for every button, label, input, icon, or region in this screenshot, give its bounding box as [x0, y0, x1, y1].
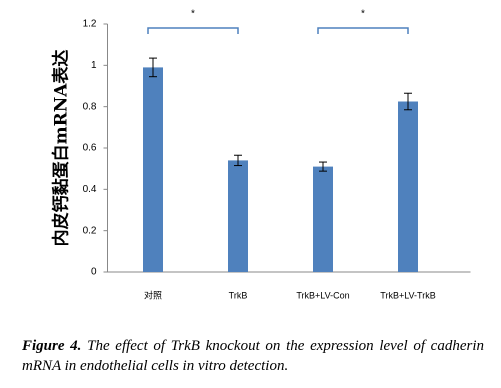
y-tick-label: 0.8 — [83, 101, 97, 112]
significance-label: * — [191, 9, 195, 20]
x-tick-label: TrkB+LV-Con — [296, 290, 349, 300]
y-tick-label: 0.2 — [83, 225, 97, 236]
significance-bracket — [147, 27, 239, 34]
error-bar — [149, 57, 157, 78]
significance-bracket — [317, 27, 409, 34]
bar — [398, 101, 418, 272]
caption-label: Figure 4. — [22, 338, 82, 354]
x-tick-label: 对照 — [144, 289, 162, 300]
bar — [228, 160, 248, 272]
x-tick-label: TrkB — [229, 290, 248, 300]
caption: Figure 4. The effect of TrkB knockout on… — [22, 336, 484, 376]
error-bar — [319, 161, 327, 172]
y-axis-label: 内皮钙黏蛋白mRNA表达 — [51, 50, 72, 247]
x-tick-label: TrkB+LV-TrkB — [380, 290, 435, 300]
y-tick-label: 1.2 — [83, 19, 97, 30]
y-tick-label: 0.4 — [83, 184, 97, 195]
error-bar — [404, 92, 412, 111]
y-tick-label: 0 — [91, 267, 97, 278]
caption-text: The effect of TrkB knockout on the expre… — [22, 338, 484, 374]
significance-label: * — [361, 9, 365, 20]
error-bar — [234, 154, 242, 167]
y-tick-label: 1 — [91, 60, 97, 71]
y-tick-label: 0.6 — [83, 143, 97, 154]
chart: 内皮钙黏蛋白mRNA表达 0 0.2 0.4 0.6 0.8 1 1.2 对照 TrkB TrkB… — [51, 9, 471, 300]
bar — [313, 166, 333, 272]
bar — [143, 67, 163, 273]
